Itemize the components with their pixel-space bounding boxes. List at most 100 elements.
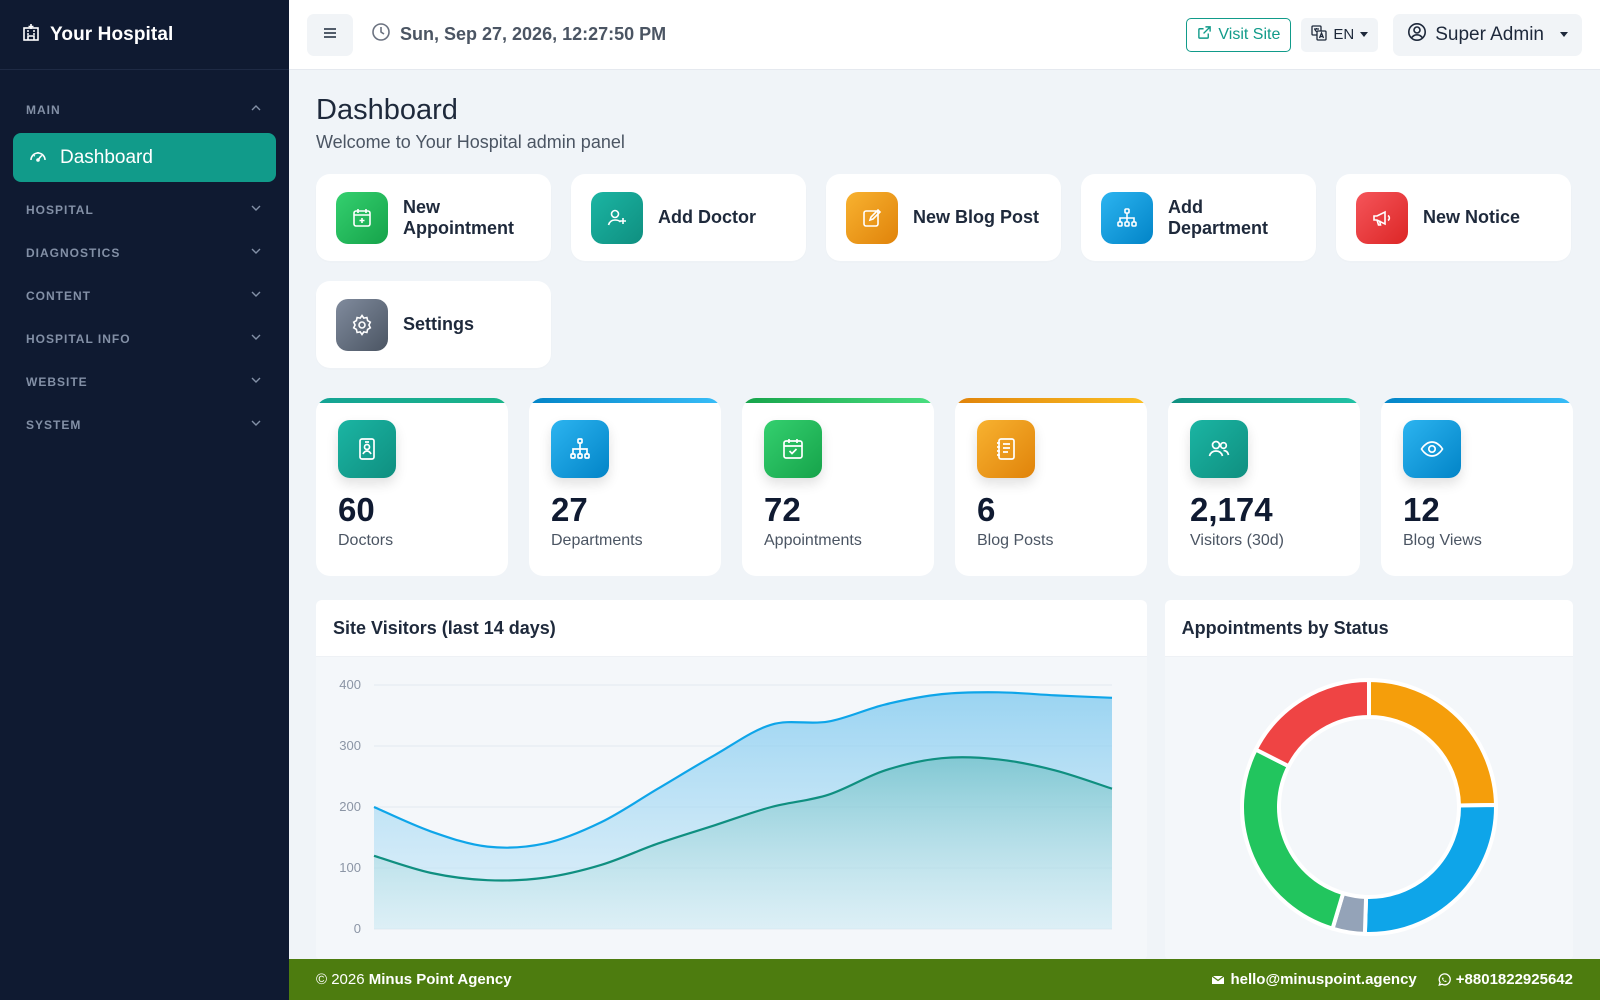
stat-card-blog-posts[interactable]: 6 Blog Posts — [955, 398, 1147, 576]
stat-label: Doctors — [338, 532, 394, 549]
external-link-icon — [1197, 25, 1212, 45]
whatsapp-icon — [1437, 972, 1451, 987]
sidebar-section-label: DIAGNOSTICS — [26, 245, 121, 260]
gear-icon — [336, 298, 388, 351]
users-icon — [1190, 420, 1248, 478]
hamburger-icon — [323, 26, 337, 44]
y-tick-label: 100 — [339, 860, 361, 875]
sitemap-icon — [551, 420, 609, 478]
notebook-icon — [977, 420, 1035, 478]
footer-phone[interactable]: +8801822925642 — [1437, 971, 1573, 988]
chevron-down-icon — [250, 288, 262, 303]
new-appointment-button[interactable]: New Appointment — [316, 174, 551, 261]
stat-label: Blog Views — [1403, 532, 1482, 549]
stat-card-appointments[interactable]: 72 Appointments — [742, 398, 934, 576]
brand-name: Your Hospital — [50, 23, 174, 45]
quick-action-label: Add Department — [1168, 196, 1269, 238]
footer: © 2026 Minus Point Agency hello@minuspoi… — [289, 959, 1600, 1000]
copyright-text: © 2026 — [316, 971, 365, 988]
sidebar-section-label: HOSPITAL INFO — [26, 331, 131, 346]
phone-text: +8801822925642 — [1455, 971, 1573, 988]
y-tick-label: 0 — [354, 921, 361, 936]
donut-slice[interactable] — [1239, 747, 1345, 931]
language-label: EN — [1333, 26, 1355, 43]
brand[interactable]: Your Hospital — [0, 0, 289, 70]
translate-icon — [1311, 24, 1328, 45]
footer-email[interactable]: hello@minuspoint.agency — [1211, 971, 1417, 988]
chevron-down-icon — [250, 202, 262, 217]
mail-icon — [1211, 973, 1225, 987]
stat-card-departments[interactable]: 27 Departments — [529, 398, 721, 576]
language-dropdown[interactable]: EN — [1301, 17, 1379, 52]
stat-label: Blog Posts — [977, 532, 1054, 549]
new-blog-post-button[interactable]: New Blog Post — [826, 174, 1061, 261]
user-circle-icon — [1407, 22, 1427, 48]
chevron-up-icon — [250, 102, 262, 117]
sidebar-item-dashboard[interactable]: Dashboard — [13, 133, 276, 182]
add-department-button[interactable]: Add Department — [1081, 174, 1316, 261]
main-content: Dashboard Welcome to Your Hospital admin… — [289, 70, 1600, 959]
stat-card-blog-views[interactable]: 12 Blog Views — [1381, 398, 1573, 576]
stat-value: 6 — [977, 491, 996, 528]
donut-slice[interactable] — [1362, 802, 1498, 936]
menu-toggle-button[interactable] — [307, 13, 353, 56]
sidebar: Your Hospital MAIN Dashboard HOSPITAL DI… — [0, 0, 289, 1000]
donut-slice[interactable] — [1253, 678, 1371, 769]
stat-card-doctors[interactable]: 60 Doctors — [316, 398, 508, 576]
hospital-icon — [21, 22, 41, 47]
sidebar-section-content[interactable]: CONTENT — [0, 274, 289, 317]
stat-label: Appointments — [764, 532, 862, 549]
email-text: hello@minuspoint.agency — [1230, 971, 1417, 988]
status-chart-body — [1164, 657, 1573, 959]
sidebar-item-label: Dashboard — [60, 146, 153, 168]
stat-accent-bar — [529, 398, 721, 403]
stat-accent-bar — [955, 398, 1147, 403]
calendar-plus-icon — [336, 191, 388, 244]
stat-card-visitors[interactable]: 2,174 Visitors (30d) — [1168, 398, 1360, 576]
status-donut-chart — [1239, 678, 1498, 936]
stat-value: 27 — [551, 491, 588, 528]
sidebar-section-hospital[interactable]: HOSPITAL — [0, 188, 289, 231]
status-chart-panel: Appointments by Status — [1164, 600, 1573, 959]
datetime-display: Sun, Sep 27, 2026, 12:27:50 PM — [371, 22, 666, 47]
quick-action-label: New Notice — [1423, 207, 1521, 227]
id-badge-icon — [338, 420, 396, 478]
status-chart-title: Appointments by Status — [1164, 600, 1573, 657]
page-subtitle: Welcome to Your Hospital admin panel — [316, 132, 625, 152]
stat-value: 72 — [764, 491, 801, 528]
stat-label: Visitors (30d) — [1190, 532, 1284, 549]
stat-value: 12 — [1403, 491, 1440, 528]
topbar: Sun, Sep 27, 2026, 12:27:50 PM Visit Sit… — [289, 0, 1600, 70]
datetime-text: Sun, Sep 27, 2026, 12:27:50 PM — [400, 24, 667, 44]
user-plus-icon — [591, 191, 643, 244]
stat-accent-bar — [1381, 398, 1573, 403]
stats-row: 60 Doctors 27 Departments 72 Appointment… — [316, 398, 1573, 576]
sidebar-section-system[interactable]: SYSTEM — [0, 403, 289, 446]
settings-button[interactable]: Settings — [316, 281, 551, 368]
stat-accent-bar — [742, 398, 934, 403]
series-line — [373, 756, 1113, 882]
sidebar-section-label: CONTENT — [26, 288, 91, 303]
stat-accent-bar — [1168, 398, 1360, 403]
stat-value: 60 — [338, 491, 375, 528]
series-line — [373, 691, 1113, 849]
donut-slice[interactable] — [1366, 678, 1498, 808]
agency-link[interactable]: Minus Point Agency — [368, 971, 512, 988]
sidebar-section-diagnostics[interactable]: DIAGNOSTICS — [0, 231, 289, 274]
user-menu-button[interactable]: Super Admin — [1393, 13, 1582, 56]
visitors-chart: 0 100 200 300 400 — [339, 677, 1113, 936]
sidebar-section-label: SYSTEM — [26, 417, 82, 432]
quick-action-label: New Blog Post — [913, 207, 1040, 227]
add-doctor-button[interactable]: Add Doctor — [571, 174, 806, 261]
clock-icon — [371, 22, 391, 47]
y-tick-label: 200 — [339, 799, 361, 814]
eye-icon — [1403, 420, 1461, 478]
sidebar-section-website[interactable]: WEBSITE — [0, 360, 289, 403]
sidebar-section-hospital-info[interactable]: HOSPITAL INFO — [0, 317, 289, 360]
visit-site-button[interactable]: Visit Site — [1186, 17, 1292, 52]
user-name: Super Admin — [1435, 23, 1544, 45]
new-notice-button[interactable]: New Notice — [1336, 174, 1571, 261]
sidebar-section-label: WEBSITE — [26, 374, 88, 389]
sidebar-section-main[interactable]: MAIN — [0, 88, 289, 131]
visit-site-label: Visit Site — [1218, 25, 1281, 43]
